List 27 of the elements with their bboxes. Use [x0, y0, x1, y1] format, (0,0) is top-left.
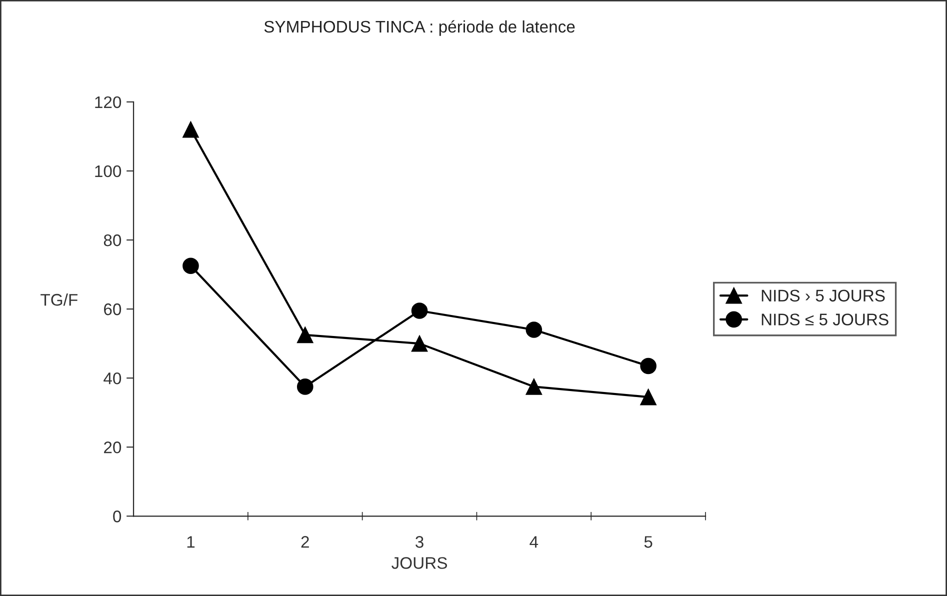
- y-tick-label: 0: [113, 510, 122, 522]
- x-tick-label: 5: [644, 536, 652, 548]
- x-tick-label: 3: [416, 536, 424, 548]
- x-tick-label: 4: [530, 536, 538, 548]
- y-tick-label: 80: [104, 234, 122, 246]
- point: [411, 335, 428, 352]
- point: [296, 326, 314, 344]
- point: [182, 258, 199, 274]
- point: [411, 302, 428, 319]
- y-tick-label: 120: [95, 96, 122, 108]
- point: [182, 121, 199, 138]
- y-tick-label: 20: [104, 442, 122, 454]
- x-axis-title: JOURS: [392, 557, 447, 569]
- point: [296, 378, 314, 395]
- x-tick-label: 1: [187, 536, 195, 548]
- y-tick-label: 40: [104, 372, 122, 384]
- y-axis-title: TG/F: [40, 293, 78, 306]
- point: [640, 358, 656, 374]
- legend-label: NIDS ≤ 5 JOURS: [762, 314, 888, 326]
- legend-label: NIDS › 5 JOURS: [762, 290, 885, 302]
- point: [526, 378, 542, 395]
- point: [640, 388, 656, 406]
- x-tick-label: 2: [301, 536, 309, 548]
- chart-title: SYMPHODUS TINCA : période de latence: [264, 20, 575, 36]
- y-tick-label: 100: [95, 165, 122, 178]
- y-tick-label: 60: [104, 303, 122, 316]
- point: [526, 322, 542, 338]
